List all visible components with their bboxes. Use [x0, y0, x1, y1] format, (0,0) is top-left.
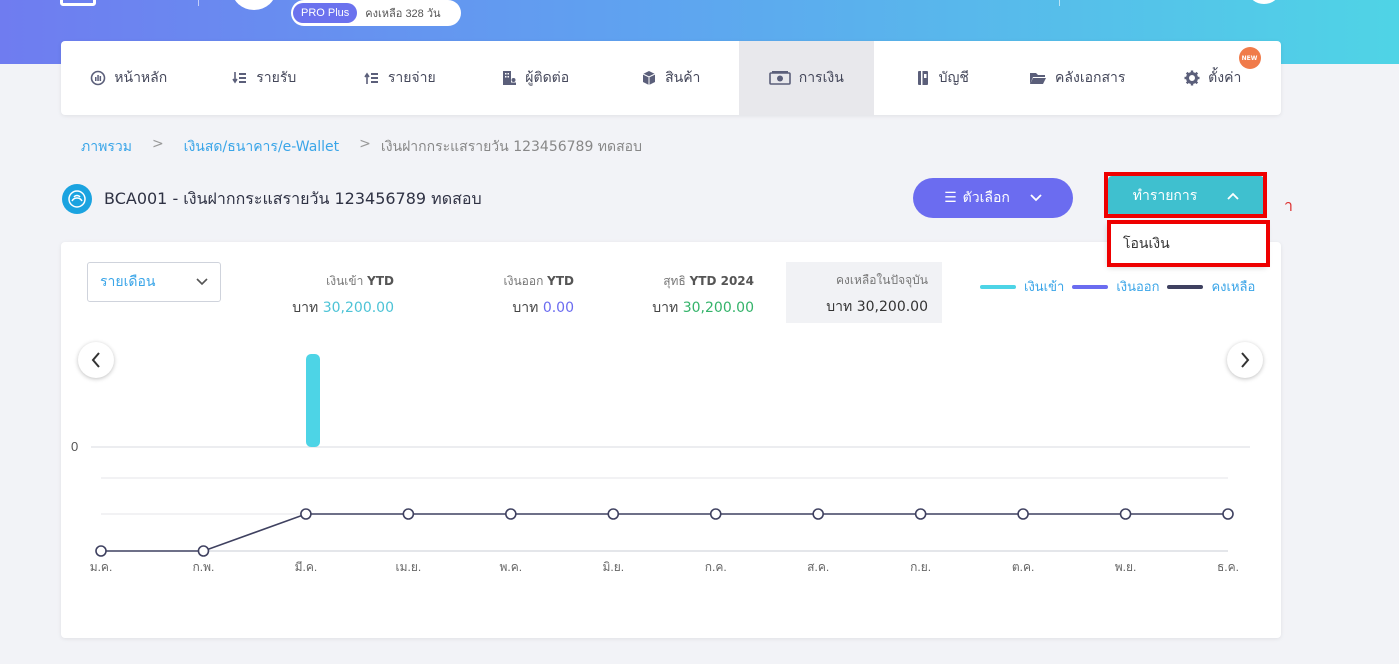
summary-card: [61, 242, 1281, 638]
legend-income[interactable]: เงินเข้า: [1024, 280, 1065, 295]
book-icon: [917, 71, 928, 85]
dashboard-icon: [90, 70, 106, 86]
chevron-right-icon: [1241, 352, 1250, 368]
stat-suffix: YTD: [367, 274, 394, 288]
header-divider: [1059, 0, 1060, 6]
nav-label: บัญชี: [938, 70, 969, 86]
breadcrumb: ภาพรวม > เงินสด/ธนาคาร/e-Wallet > เงินฝา…: [81, 136, 642, 158]
transaction-button[interactable]: ทำรายการ: [1108, 176, 1264, 216]
main-nav: หน้าหลัก รายรับ รายจ่าย ผู้ติดต่อ สินค้า…: [61, 41, 1281, 115]
nav-contacts[interactable]: ผู้ติดต่อ: [468, 41, 604, 115]
nav-label: รายจ่าย: [387, 70, 436, 86]
stat-value: 0.00: [542, 300, 574, 316]
annotation-mark: า: [1284, 198, 1293, 215]
stat-label: สุทธิ: [663, 274, 686, 288]
next-year-button[interactable]: [1227, 342, 1263, 378]
chevron-left-icon: [91, 352, 100, 368]
bank-logo-icon: [62, 184, 92, 214]
company-avatar[interactable]: [232, 0, 276, 10]
options-button[interactable]: ☰ ตัวเลือก: [913, 178, 1073, 218]
money-icon: [768, 71, 791, 85]
stat-suffix: YTD: [547, 274, 574, 288]
stat-currency: บาท: [652, 300, 679, 316]
nav-finance[interactable]: การเงิน: [738, 41, 874, 115]
stat-net: สุทธิ YTD 2024 บาท 30,200.00: [624, 272, 754, 319]
chevron-down-icon: [196, 278, 208, 286]
nav-products[interactable]: สินค้า: [603, 41, 739, 115]
stat-value: 30,200.00: [856, 299, 928, 315]
expense-icon: [364, 72, 378, 84]
nav-label: ผู้ติดต่อ: [525, 70, 570, 86]
legend-outgo[interactable]: เงินออก: [1116, 280, 1160, 295]
chart-legend: เงินเข้า เงินออก คงเหลือ: [980, 276, 1255, 297]
chevron-up-icon: [1227, 192, 1239, 200]
stat-label: เงินออก: [503, 274, 544, 288]
header-divider: [198, 0, 199, 6]
prev-year-button[interactable]: [78, 342, 114, 378]
nav-label: ตั้งค่า: [1208, 70, 1242, 86]
nav-label: สินค้า: [665, 70, 701, 86]
nav-income[interactable]: รายรับ: [197, 41, 333, 115]
account-header: BCA001 - เงินฝากกระแสรายวัน 123456789 ทด…: [62, 184, 482, 214]
stat-outgo: เงินออก YTD บาท 0.00: [460, 272, 574, 319]
stat-label: คงเหลือในปัจจุบัน: [835, 273, 928, 287]
period-select[interactable]: รายเดือน: [87, 262, 221, 302]
highlight-box: [1107, 220, 1270, 267]
stat-currency: บาท: [512, 300, 539, 316]
breadcrumb-separator: >: [359, 136, 371, 152]
stat-currency: บาท: [826, 299, 853, 315]
legend-balance[interactable]: คงเหลือ: [1211, 280, 1256, 295]
period-value: รายเดือน: [100, 274, 156, 290]
nav-settings[interactable]: ตั้งค่า NEW: [1145, 41, 1281, 115]
stat-label: เงินเข้า: [326, 274, 364, 288]
stat-balance: คงเหลือในปัจจุบัน บาท 30,200.00: [786, 262, 942, 323]
legend-swatch-outgo: [1072, 284, 1109, 289]
plan-days-remaining: คงเหลือ 328 วัน: [365, 8, 441, 20]
stat-value: 30,200.00: [322, 300, 394, 316]
breadcrumb-section[interactable]: เงินสด/ธนาคาร/e-Wallet: [183, 139, 340, 155]
breadcrumb-home[interactable]: ภาพรวม: [81, 139, 132, 155]
box-icon: [642, 71, 656, 85]
stat-value: 30,200.00: [682, 300, 754, 316]
nav-expense[interactable]: รายจ่าย: [332, 41, 468, 115]
nav-label: คลังเอกสาร: [1055, 70, 1126, 86]
user-avatar[interactable]: [1249, 0, 1279, 4]
gear-icon: [1184, 70, 1200, 86]
breadcrumb-separator: >: [151, 136, 164, 152]
legend-swatch-income: [980, 284, 1016, 289]
legend-swatch-balance: [1167, 284, 1204, 289]
income-icon: [232, 72, 247, 84]
stat-suffix: YTD 2024: [689, 274, 754, 288]
contacts-icon: [503, 71, 517, 85]
nav-label: รายรับ: [256, 70, 297, 86]
menu-item-transfer[interactable]: โอนเงิน: [1123, 236, 1170, 252]
stat-currency: บาท: [292, 300, 319, 316]
app-logo[interactable]: [60, 0, 96, 6]
breadcrumb-current: เงินฝากกระแสรายวัน 123456789 ทดสอบ: [380, 139, 642, 155]
menu-icon: ☰: [944, 190, 957, 206]
transaction-label: ทำรายการ: [1132, 188, 1198, 204]
nav-documents[interactable]: คลังเอกสาร: [1010, 41, 1146, 115]
highlight-box: [1104, 172, 1267, 218]
new-badge: NEW: [1238, 47, 1261, 69]
nav-label: การเงิน: [798, 70, 844, 86]
plan-pill[interactable]: PRO Plus คงเหลือ 328 วัน: [291, 0, 461, 26]
stat-income: เงินเข้า YTD บาท 30,200.00: [280, 272, 394, 319]
options-label: ตัวเลือก: [962, 190, 1010, 206]
plan-badge: PRO Plus: [293, 3, 358, 23]
nav-dashboard[interactable]: หน้าหลัก: [61, 41, 197, 115]
nav-accounting[interactable]: บัญชี: [874, 41, 1010, 115]
nav-label: หน้าหลัก: [114, 70, 168, 86]
chevron-down-icon: [1030, 194, 1042, 202]
account-title: BCA001 - เงินฝากกระแสรายวัน 123456789 ทด…: [104, 188, 482, 208]
folder-icon: [1030, 73, 1047, 84]
transaction-dropdown: โอนเงิน: [1107, 222, 1267, 266]
